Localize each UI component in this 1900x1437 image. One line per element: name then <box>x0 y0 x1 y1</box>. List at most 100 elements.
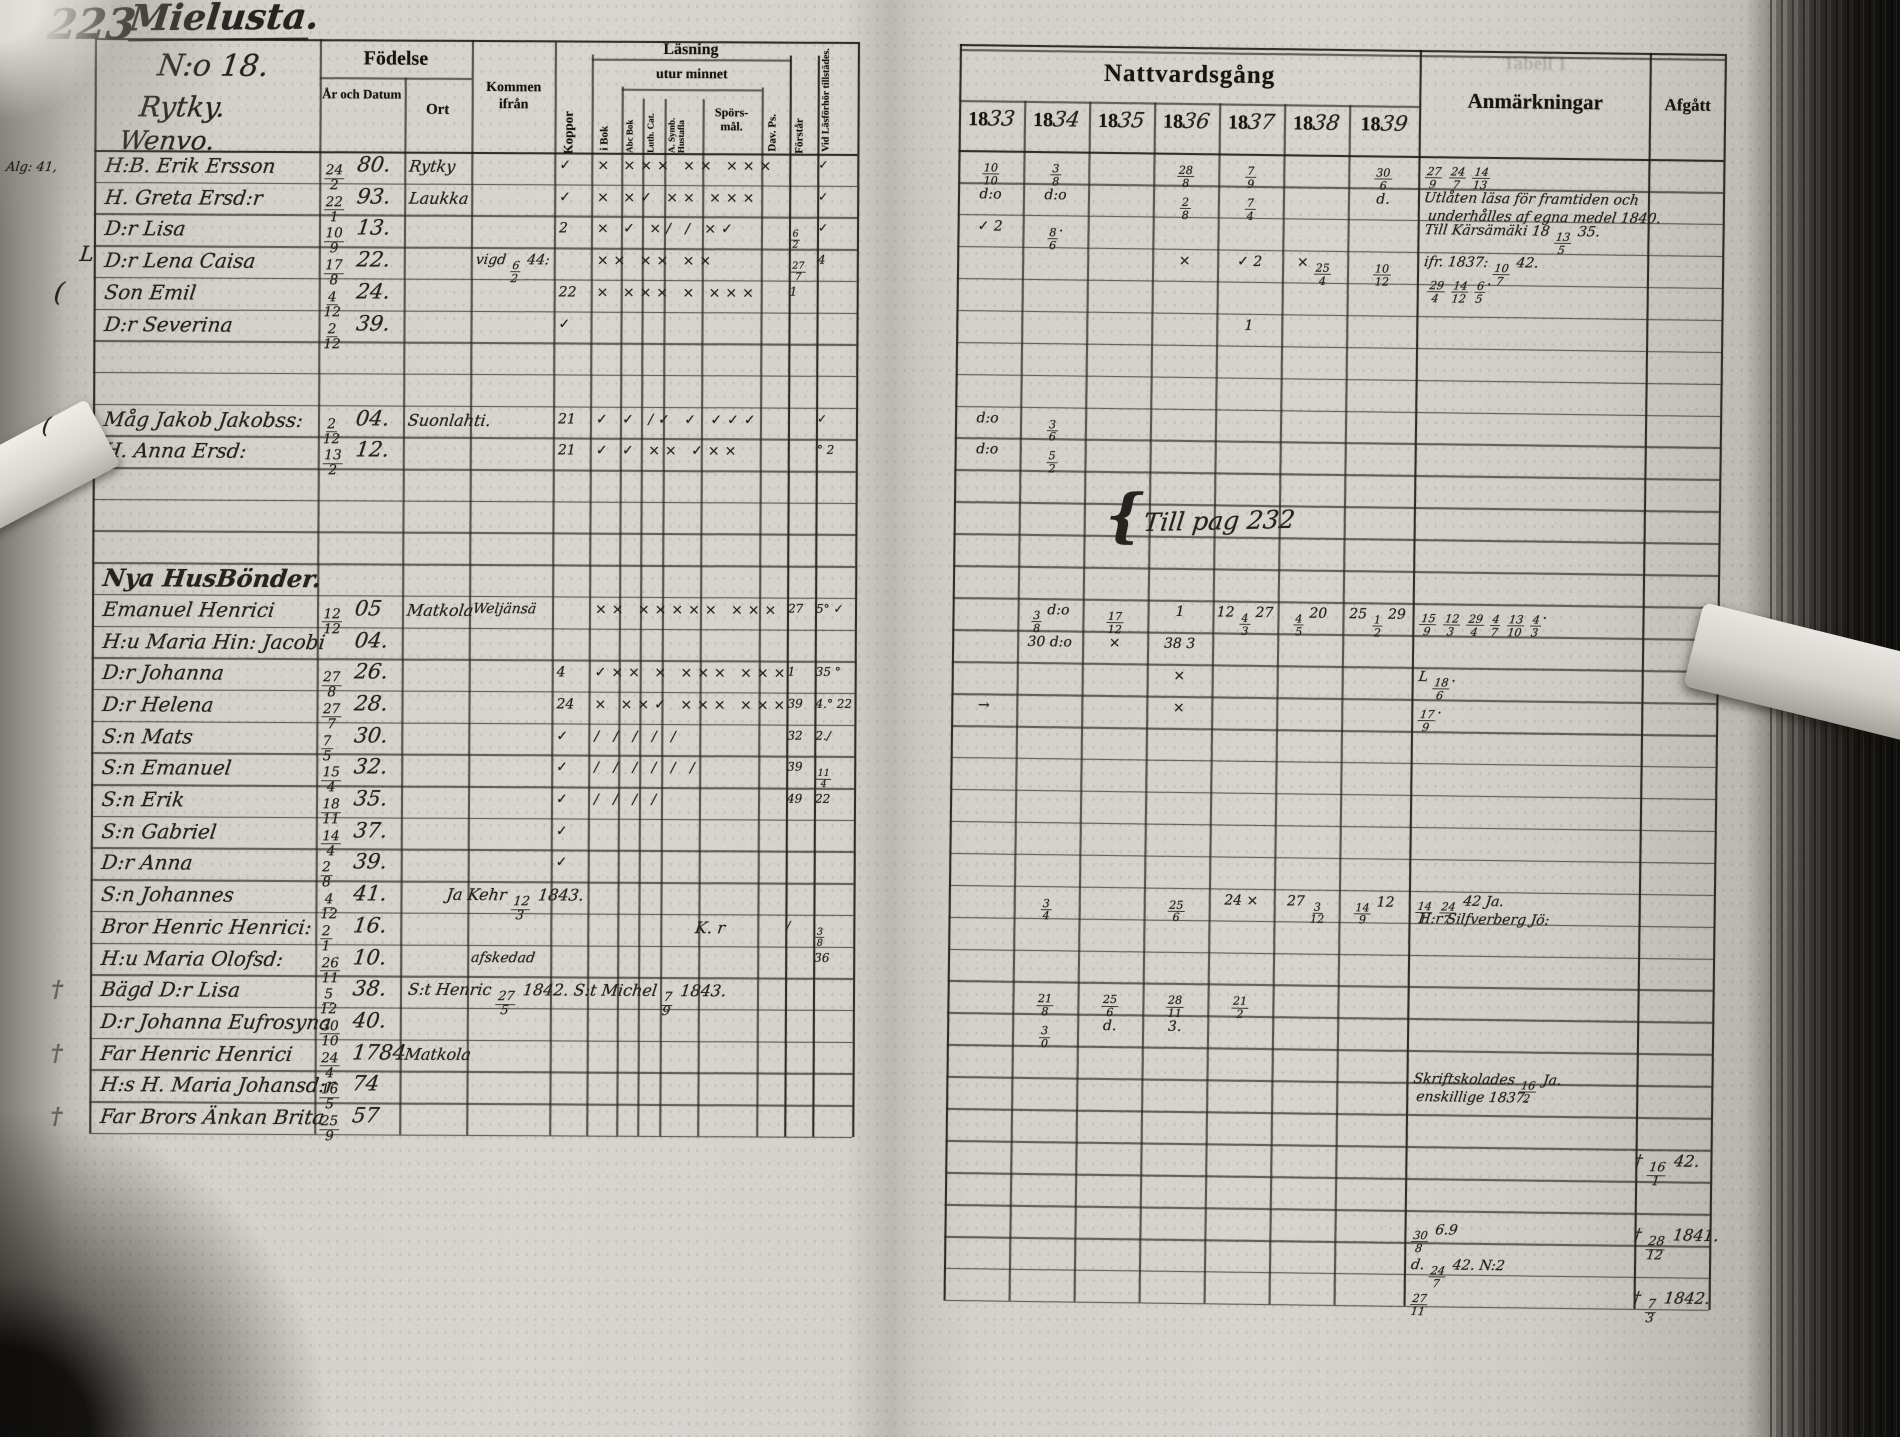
communion-mark: 21 8 <box>1036 992 1054 1019</box>
remark-note: Till Kärsämäki 18 13 5 35. <box>1423 221 1602 257</box>
grid-line <box>951 724 1717 737</box>
grid-line <box>943 1267 1709 1280</box>
grid-line <box>950 788 1716 801</box>
header-anmarkningar: Anmärkningar <box>1467 88 1604 115</box>
year-label: 1836 <box>1162 108 1212 134</box>
grid-line <box>945 1140 1711 1152</box>
communion-mark: 25 6 <box>1101 993 1119 1020</box>
communion-mark: 1 <box>1244 317 1254 334</box>
grid-line <box>1073 101 1091 1302</box>
communion-mark: × <box>1108 635 1121 652</box>
communion-mark: d. <box>1376 191 1390 208</box>
remark-note: 30 8 6.9 <box>1410 1221 1459 1255</box>
communion-mark: 24 × <box>1224 892 1259 909</box>
communion-mark: 30 d:o <box>1027 634 1072 651</box>
grid-line <box>946 1076 1712 1088</box>
bottom-left-dark-corner <box>0 1100 420 1437</box>
grid-line <box>949 852 1715 865</box>
grid-line <box>943 1299 1709 1312</box>
grid-line <box>944 1203 1710 1216</box>
grid-line <box>944 1235 1710 1248</box>
remark-note: 17 9. <box>1417 701 1444 734</box>
remark-note: d. 24 7 42. N:2 <box>1410 1256 1506 1290</box>
year-label: 1837 <box>1227 109 1277 135</box>
communion-mark: d:o <box>979 186 1002 203</box>
grid-line <box>950 756 1716 769</box>
grid-line <box>946 1108 1712 1120</box>
grid-line <box>953 501 1719 513</box>
remark-note: L 18 6. <box>1417 669 1458 703</box>
communion-mark: d:o <box>976 441 999 458</box>
communion-mark: 28 8 <box>1177 163 1195 190</box>
communion-mark: ✓ 2 <box>977 218 1003 235</box>
header-nattvardsgang: Nattvardsgång <box>1103 59 1276 90</box>
communion-mark: 17 12 <box>1106 610 1124 637</box>
margin-scribble: L <box>78 242 96 266</box>
communion-mark: d:o <box>976 409 999 427</box>
till-pag-note: Till pag 232 <box>1142 504 1297 538</box>
communion-mark: 27 3 12 <box>1286 892 1325 927</box>
communion-mark: 10 10 <box>982 161 1000 188</box>
brace-glyph: { <box>1105 480 1144 550</box>
communion-mark: × 25 4 <box>1296 254 1332 288</box>
communion-mark: 21 2 <box>1231 995 1249 1021</box>
remark-note-line2: enskillige 1837. <box>1415 1089 1530 1107</box>
year-label: 1833 <box>967 106 1017 131</box>
grid-line <box>949 820 1715 833</box>
communion-mark: 38 3 <box>1163 635 1196 653</box>
communion-mark: 25 6 <box>1167 898 1185 925</box>
year-label: 1835 <box>1097 108 1147 133</box>
year-label: 1839 <box>1360 111 1409 136</box>
grid-line <box>945 1171 1711 1184</box>
communion-mark: 10 12 <box>1373 262 1391 289</box>
remark-note: 27 11 <box>1409 1292 1429 1319</box>
communion-mark: × <box>1178 252 1191 269</box>
grid-line <box>1633 53 1653 1309</box>
communion-mark: ✓ 2 <box>1237 253 1263 270</box>
remark-note-line2: H:r Silfverberg Jö: <box>1417 910 1551 929</box>
top-left-corner-glare <box>0 0 300 260</box>
grid-line <box>951 692 1717 705</box>
communion-mark: × <box>1173 667 1186 685</box>
communion-mark: 28 11 <box>1166 994 1184 1021</box>
remark-note: 27 9 24 7 14 13 <box>1424 165 1492 192</box>
header-afgatt: Afgått <box>1664 95 1712 115</box>
communion-mark: 14 9 12 <box>1353 894 1395 927</box>
communion-mark: 1 <box>1175 604 1185 621</box>
departed-entry: † 28 12 1841. <box>1632 1224 1721 1264</box>
grid-line <box>956 341 1722 354</box>
communion-mark: 30 6 <box>1374 166 1393 193</box>
year-label: 1834 <box>1032 107 1082 132</box>
grid-line <box>953 533 1719 545</box>
communion-mark: × <box>1172 699 1185 716</box>
communion-mark: d:o <box>1044 187 1067 204</box>
year-label: 1838 <box>1292 110 1342 135</box>
margin-scribble: Alg: 41, <box>5 160 58 175</box>
communion-mark: 3. <box>1167 1019 1182 1036</box>
remark-note: Utlåten läsa för framtiden och <box>1423 190 1640 209</box>
communion-mark: → <box>977 697 990 714</box>
grid-line <box>955 373 1721 386</box>
grid-line <box>956 309 1722 322</box>
grid-line <box>948 948 1714 961</box>
grid-line <box>951 660 1717 673</box>
communion-mark: d. <box>1102 1018 1117 1035</box>
departed-entry: † 16 1 42. <box>1633 1151 1701 1190</box>
